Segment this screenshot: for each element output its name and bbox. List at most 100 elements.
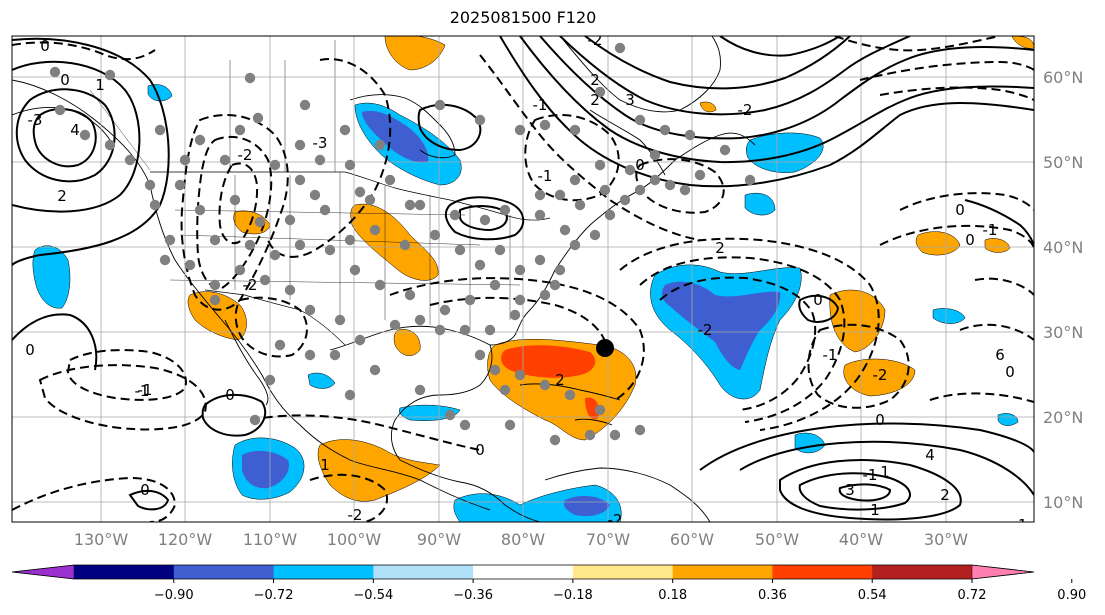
station-dot <box>474 349 486 361</box>
shade-blue-labrador-2 <box>744 192 776 216</box>
station-dot <box>604 209 616 221</box>
contour-label: 3 <box>845 481 855 499</box>
station-dot <box>534 209 546 221</box>
contour-atlantic-high-4 <box>739 440 1034 496</box>
contour-label: -2 <box>608 511 623 529</box>
station-dot <box>539 119 551 131</box>
colorbar-swatch <box>173 565 275 579</box>
contour-label: -1 <box>983 221 998 239</box>
contour-label: 0 <box>140 481 150 499</box>
lon-label: 130°W <box>74 530 129 549</box>
contour-trough-east-1 <box>479 54 701 241</box>
station-dot <box>344 389 356 401</box>
colorbar-tick-label: 0.90 <box>1057 588 1086 603</box>
lat-label: 30°N <box>1043 323 1083 342</box>
contour-label: 0 <box>40 37 50 55</box>
station-dot <box>389 319 401 331</box>
station-dot <box>229 194 241 206</box>
station-dot <box>304 349 316 361</box>
station-dot <box>304 304 316 316</box>
station-dot <box>659 124 671 136</box>
colorbar-swatch <box>772 565 873 579</box>
contour-trough-east-2 <box>524 114 620 202</box>
colorbar-tick-label: −0.36 <box>453 588 493 603</box>
station-dot <box>124 154 136 166</box>
station-dot <box>324 244 336 256</box>
station-dot <box>399 239 411 251</box>
station-dot <box>619 194 631 206</box>
station-dot <box>154 124 166 136</box>
station-dot <box>364 194 376 206</box>
contour-label: 0 <box>813 291 823 309</box>
station-dot <box>252 112 264 124</box>
station-dot <box>314 154 326 166</box>
colorbar-swatch <box>74 565 175 579</box>
station-dot <box>494 244 506 256</box>
station-dot <box>514 369 526 381</box>
contour-label: 0 <box>635 156 645 174</box>
station-dot <box>414 199 426 211</box>
contour-atlantic-east-3 <box>974 277 1034 296</box>
station-dot <box>344 234 356 246</box>
coast-florida <box>489 311 529 346</box>
station-dot <box>234 124 246 136</box>
station-dot <box>194 204 206 216</box>
contour-hudson-low <box>417 103 482 152</box>
contour-zero-sw <box>12 313 98 371</box>
station-dot <box>559 224 571 236</box>
contour-atlantic-high-3 <box>838 483 892 502</box>
station-dot <box>369 224 381 236</box>
contour-alaska-high-1 <box>15 88 116 183</box>
station-dot <box>634 184 646 196</box>
station-dot <box>499 204 511 216</box>
station-dot <box>569 174 581 186</box>
contour-label: -2 <box>588 31 603 49</box>
contour-label: -1 <box>138 381 153 399</box>
station-dot <box>484 324 496 336</box>
colorbar-outline <box>11 564 1035 580</box>
contour-label: 6 <box>995 346 1005 364</box>
station-dot <box>554 264 566 276</box>
station-dot <box>404 199 416 211</box>
colorbar: −0.90 −0.72 −0.54 −0.36 −0.18 0.18 0.36 0.54 0.7… <box>11 564 1086 603</box>
station-dot <box>144 179 156 191</box>
station-dot <box>679 184 691 196</box>
contour-atlantic-east-2 <box>879 224 1034 249</box>
station-dot <box>294 239 306 251</box>
contour-label-layer: 00-112-343200-10-2-3-2-10-201-1234602-20… <box>25 31 1027 529</box>
contour-label: 1 <box>95 76 105 94</box>
contour-label: 2 <box>940 486 950 504</box>
contour-label: -2 <box>873 366 888 384</box>
contour-pacific-south-2 <box>249 414 481 451</box>
coast-baffin <box>589 109 666 176</box>
station-dot <box>514 294 526 306</box>
station-dot <box>589 229 601 241</box>
station-dot <box>254 216 266 228</box>
colorbar-extend-min <box>11 564 75 580</box>
dashed-contours <box>12 36 1034 522</box>
station-dot <box>264 374 276 386</box>
station-dot <box>474 114 486 126</box>
lon-label: 70°W <box>586 530 630 549</box>
map-title: 2025081500 F120 <box>449 8 597 27</box>
contour-pacific-low-1 <box>66 349 187 401</box>
shade-blue-east-2 <box>932 308 966 324</box>
contour-atlantic-high-1 <box>779 459 962 521</box>
station-dot <box>594 404 606 416</box>
lon-label: 100°W <box>327 530 382 549</box>
contour-pacific-low-2 <box>38 364 207 431</box>
colorbar-tick-label: −0.54 <box>353 588 393 603</box>
contour-greenland-3 <box>539 36 1034 140</box>
lat-label: 60°N <box>1043 68 1083 87</box>
station-dot <box>514 264 526 276</box>
colorbar-swatch <box>872 565 973 579</box>
colorbar-swatch <box>373 565 474 579</box>
colorbar-tick-label: −0.72 <box>254 588 294 603</box>
us-canada-border <box>150 171 551 221</box>
station-dot <box>684 129 696 141</box>
station-dot <box>554 189 566 201</box>
lon-label: 120°W <box>158 530 213 549</box>
lon-label: 40°W <box>839 530 883 549</box>
contour-atlantic-low-4 <box>807 323 910 409</box>
station-dot <box>534 254 546 266</box>
